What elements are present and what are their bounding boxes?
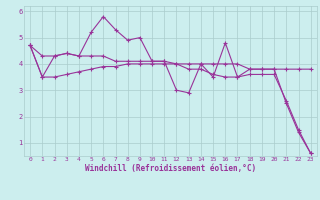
X-axis label: Windchill (Refroidissement éolien,°C): Windchill (Refroidissement éolien,°C) bbox=[85, 164, 256, 173]
